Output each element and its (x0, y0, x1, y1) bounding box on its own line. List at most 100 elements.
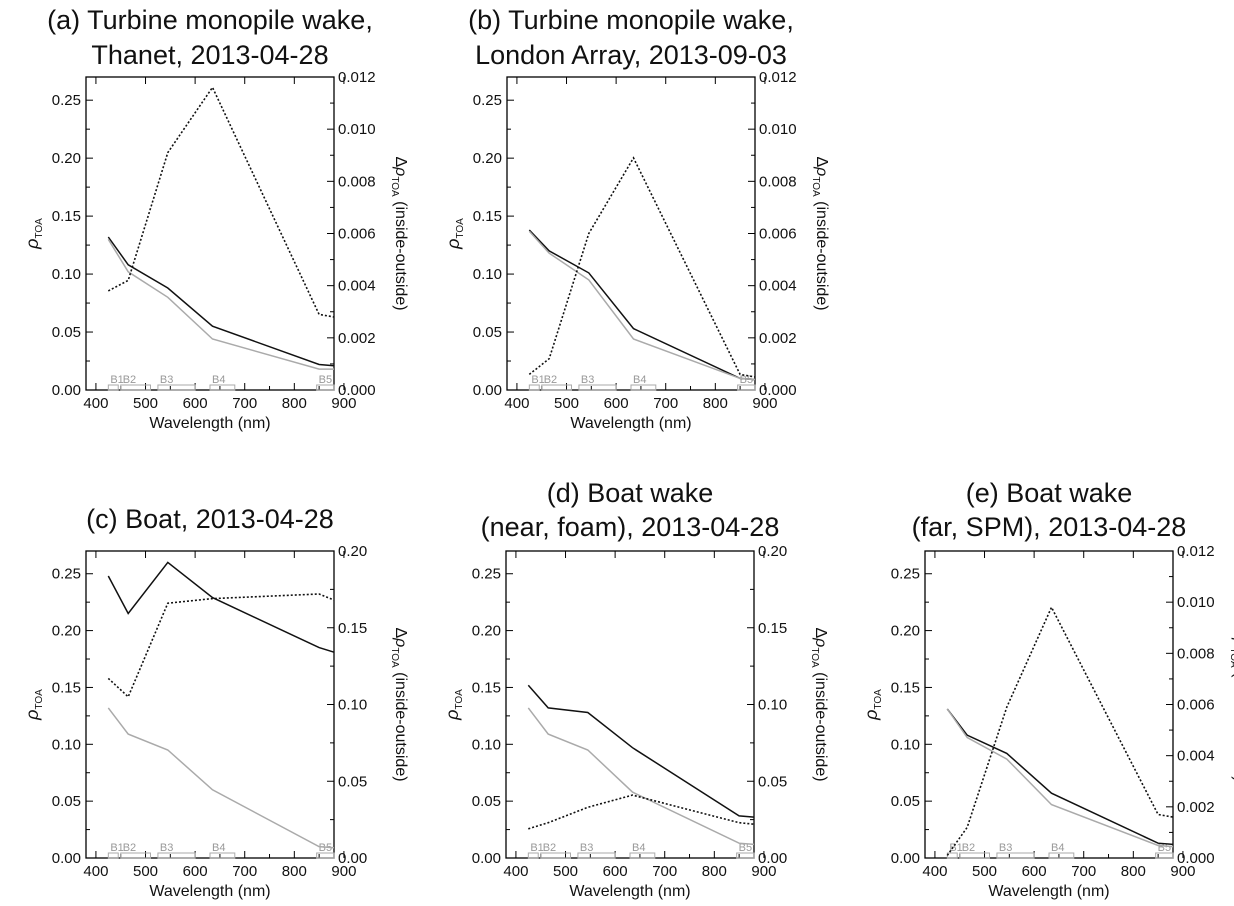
x-tick-label: 700 (653, 395, 678, 412)
y-left-tick-label: 0.20 (52, 150, 81, 167)
y-right-tick-label: 0.05 (338, 773, 367, 790)
y-right-tick-label: 0.000 (338, 382, 376, 399)
series-line-0 (528, 229, 756, 381)
band-marker (946, 852, 958, 859)
band-marker (629, 852, 656, 859)
y-right-tick-label: 0.012 (338, 69, 376, 86)
band-marker (107, 384, 119, 391)
band-label: B4 (1051, 842, 1064, 854)
y-left-tick-label: 0.10 (52, 266, 81, 283)
panel-1: (b) Turbine monopile wake, London Array, … (443, 5, 830, 432)
band-label: B2 (123, 842, 136, 854)
plot-frame (505, 550, 755, 859)
band-label: B3 (581, 374, 594, 386)
panel-title-line1: (d) Boat wake (547, 478, 714, 508)
x-tick-label: 600 (1022, 863, 1047, 880)
y-left-tick-label: 0.25 (52, 92, 81, 109)
y-left-tick-label: 0.25 (473, 92, 502, 109)
y-right-tick-label: 0.15 (338, 620, 367, 637)
y-left-tick-label: 0.00 (472, 850, 501, 867)
y-right-tick-label: 0.20 (758, 543, 787, 560)
band-marker (577, 852, 616, 859)
panel-title: (c) Boat, 2013-04-28 (86, 504, 334, 534)
x-tick-label: 800 (703, 395, 728, 412)
band-marker (737, 384, 756, 391)
y-left-tick-label: 0.10 (472, 736, 501, 753)
series-line-2 (107, 85, 335, 318)
x-tick-label: 900 (1170, 863, 1195, 880)
x-tick-label: 500 (554, 395, 579, 412)
y-left-tick-label: 0.10 (52, 736, 81, 753)
band-label: B2 (544, 374, 557, 386)
plot-frame (924, 550, 1174, 859)
y-right-tick-label: 0.15 (758, 620, 787, 637)
panel-title-line2: London Array, 2013-09-03 (475, 40, 787, 70)
x-tick-label: 800 (282, 395, 307, 412)
band-label: B1 (110, 374, 123, 386)
x-tick-label: 700 (1071, 863, 1096, 880)
y-left-tick-label: 0.00 (52, 382, 81, 399)
band-label: B4 (633, 374, 646, 386)
y-left-axis-label: ρTOA (22, 689, 45, 721)
series-line-0 (946, 708, 1174, 846)
y-right-tick-label: 0.10 (758, 697, 787, 714)
y-left-tick-label: 0.25 (891, 566, 920, 583)
band-marker (996, 852, 1035, 859)
panel-2: (c) Boat, 2013-04-28 400 500 600 700 800 900 Wa… (22, 504, 409, 900)
y-right-axis-label: ΔρTOA (inside-outside) (389, 156, 409, 310)
band-label: B4 (632, 842, 645, 854)
band-marker (578, 384, 617, 391)
band-label: B3 (160, 374, 173, 386)
x-tick-label: 600 (603, 863, 628, 880)
band-marker (120, 384, 151, 391)
band-marker (541, 384, 572, 391)
x-tick-label: 500 (972, 863, 997, 880)
y-left-tick-label: 0.15 (473, 208, 502, 225)
band-label: B3 (999, 842, 1012, 854)
y-right-tick-label: 0.006 (338, 226, 376, 243)
y-left-tick-label: 0.10 (473, 266, 502, 283)
band-label: B4 (212, 374, 225, 386)
y-left-axis-label: ρTOA (442, 689, 465, 721)
band-label: B1 (530, 842, 543, 854)
panel-4: (e) Boat wake (far, SPM), 2013-04-28 400 50… (861, 478, 1234, 900)
band-marker (209, 384, 236, 391)
band-marker (157, 852, 196, 859)
x-tick-label: 900 (331, 395, 356, 412)
y-right-tick-label: 0.05 (758, 773, 787, 790)
y-left-tick-label: 0.05 (52, 793, 81, 810)
y-right-tick-label: 0.00 (758, 850, 787, 867)
y-left-tick-label: 0.15 (472, 679, 501, 696)
x-tick-label: 400 (504, 395, 529, 412)
series-line-1 (107, 238, 334, 370)
y-right-tick-label: 0.006 (1177, 697, 1215, 714)
plot-frame (506, 76, 756, 391)
panel-3: (d) Boat wake (near, foam), 2013-04-28 400… (442, 478, 829, 900)
band-marker (316, 384, 335, 391)
y-left-axis-label: ρTOA (443, 218, 466, 250)
x-tick-label: 700 (232, 863, 257, 880)
band-marker (209, 852, 236, 859)
x-axis-label: Wavelength (nm) (149, 883, 270, 900)
y-left-axis-label: ρTOA (861, 689, 884, 721)
band-label: B3 (160, 842, 173, 854)
band-label: B1 (531, 374, 544, 386)
band-label: B4 (212, 842, 225, 854)
y-right-tick-label: 0.002 (1177, 799, 1215, 816)
series-line-0 (527, 684, 755, 818)
band-marker (630, 384, 657, 391)
x-tick-label: 700 (232, 395, 257, 412)
y-left-tick-label: 0.00 (473, 382, 502, 399)
series-line-1 (107, 707, 335, 849)
band-label: B5 (739, 842, 752, 854)
x-axis-label: Wavelength (nm) (569, 883, 690, 900)
y-right-tick-label: 0.10 (338, 697, 367, 714)
y-right-tick-label: 0.000 (759, 382, 797, 399)
x-tick-label: 400 (83, 863, 108, 880)
x-axis-label: Wavelength (nm) (988, 883, 1109, 900)
x-tick-label: 500 (553, 863, 578, 880)
y-right-tick-label: 0.012 (1177, 543, 1215, 560)
y-left-tick-label: 0.10 (891, 736, 920, 753)
panel-title-line2: (near, foam), 2013-04-28 (481, 512, 780, 542)
y-left-tick-label: 0.25 (52, 566, 81, 583)
